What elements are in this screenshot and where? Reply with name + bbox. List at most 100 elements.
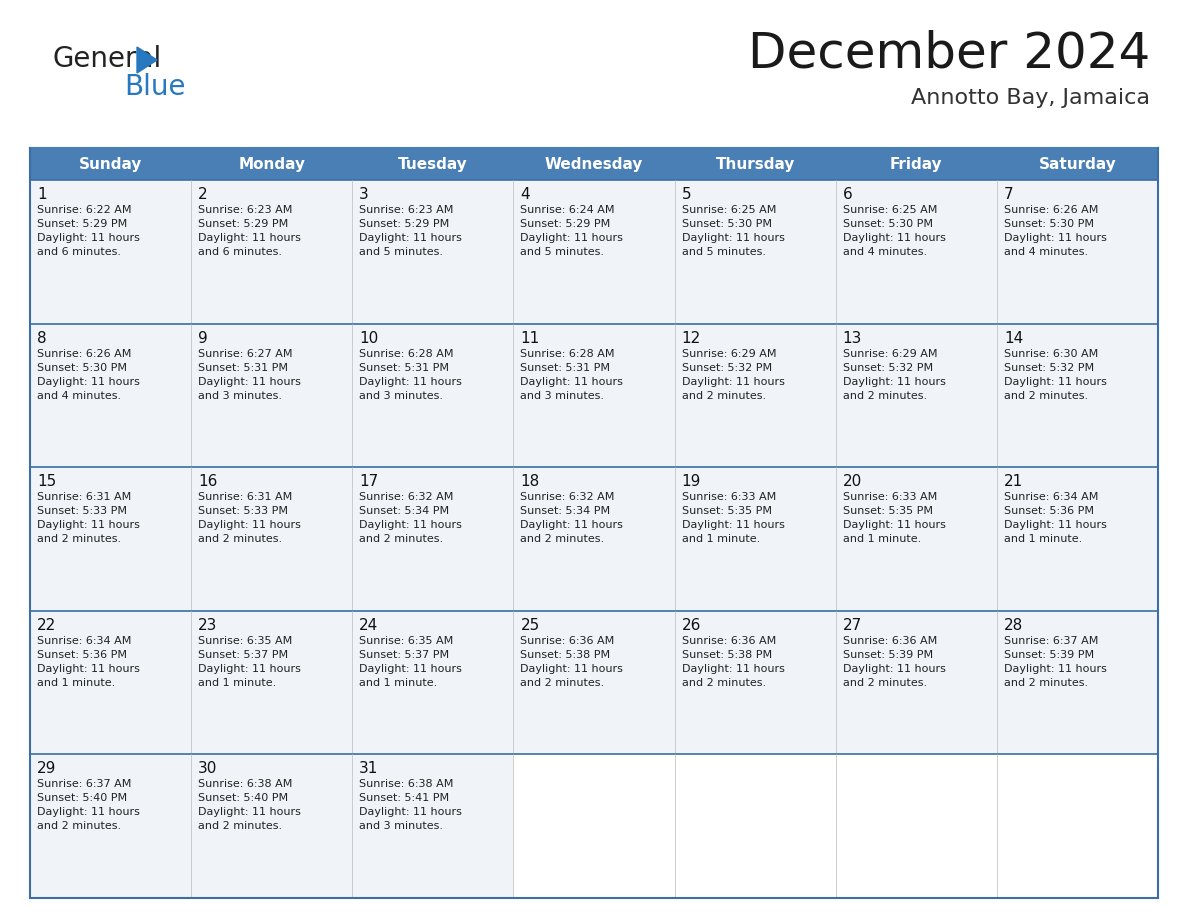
Text: Sunset: 5:41 PM: Sunset: 5:41 PM: [359, 793, 449, 803]
Text: 17: 17: [359, 475, 379, 489]
Bar: [675, 610, 835, 755]
Text: 21: 21: [1004, 475, 1023, 489]
Text: Sunrise: 6:35 AM: Sunrise: 6:35 AM: [198, 636, 292, 645]
Text: and 2 minutes.: and 2 minutes.: [682, 390, 766, 400]
Bar: [835, 610, 997, 755]
Bar: [30, 610, 191, 755]
Bar: [353, 610, 513, 755]
Text: Sunset: 5:29 PM: Sunset: 5:29 PM: [520, 219, 611, 229]
Text: 6: 6: [842, 187, 853, 202]
Text: 19: 19: [682, 475, 701, 489]
Text: Sunset: 5:37 PM: Sunset: 5:37 PM: [198, 650, 289, 660]
Text: Sunset: 5:32 PM: Sunset: 5:32 PM: [682, 363, 772, 373]
Text: 18: 18: [520, 475, 539, 489]
Text: 15: 15: [37, 475, 56, 489]
Text: Sunset: 5:39 PM: Sunset: 5:39 PM: [842, 650, 933, 660]
Text: December 2024: December 2024: [747, 30, 1150, 78]
Text: Daylight: 11 hours: Daylight: 11 hours: [37, 521, 140, 531]
Text: 9: 9: [198, 330, 208, 345]
Text: and 2 minutes.: and 2 minutes.: [842, 677, 927, 688]
Text: Friday: Friday: [890, 156, 942, 172]
Text: and 2 minutes.: and 2 minutes.: [520, 534, 605, 544]
Text: Sunrise: 6:34 AM: Sunrise: 6:34 AM: [1004, 492, 1098, 502]
Text: 3: 3: [359, 187, 369, 202]
Text: and 3 minutes.: and 3 minutes.: [198, 390, 282, 400]
Text: 29: 29: [37, 761, 56, 777]
Text: and 6 minutes.: and 6 minutes.: [37, 247, 121, 257]
Text: Wednesday: Wednesday: [545, 156, 643, 172]
Text: Daylight: 11 hours: Daylight: 11 hours: [520, 664, 624, 674]
Text: Daylight: 11 hours: Daylight: 11 hours: [842, 664, 946, 674]
Text: Sunset: 5:31 PM: Sunset: 5:31 PM: [198, 363, 289, 373]
Text: and 1 minute.: and 1 minute.: [1004, 534, 1082, 544]
Text: Sunset: 5:29 PM: Sunset: 5:29 PM: [37, 219, 127, 229]
Text: Sunset: 5:31 PM: Sunset: 5:31 PM: [520, 363, 611, 373]
Text: Daylight: 11 hours: Daylight: 11 hours: [1004, 664, 1107, 674]
Text: 31: 31: [359, 761, 379, 777]
Text: Sunset: 5:30 PM: Sunset: 5:30 PM: [1004, 219, 1094, 229]
Text: Sunrise: 6:32 AM: Sunrise: 6:32 AM: [520, 492, 615, 502]
Text: Daylight: 11 hours: Daylight: 11 hours: [198, 664, 301, 674]
Text: Sunset: 5:30 PM: Sunset: 5:30 PM: [37, 363, 127, 373]
Bar: [997, 755, 1158, 898]
Text: Sunrise: 6:29 AM: Sunrise: 6:29 AM: [682, 349, 776, 359]
Bar: [513, 180, 675, 324]
Text: Daylight: 11 hours: Daylight: 11 hours: [842, 521, 946, 531]
Bar: [997, 755, 1158, 898]
Text: and 2 minutes.: and 2 minutes.: [1004, 677, 1088, 688]
Text: Daylight: 11 hours: Daylight: 11 hours: [37, 664, 140, 674]
Text: Daylight: 11 hours: Daylight: 11 hours: [682, 521, 784, 531]
Bar: [835, 467, 997, 610]
Text: Sunset: 5:40 PM: Sunset: 5:40 PM: [198, 793, 289, 803]
Bar: [191, 610, 353, 755]
Text: Sunset: 5:40 PM: Sunset: 5:40 PM: [37, 793, 127, 803]
Text: Sunset: 5:32 PM: Sunset: 5:32 PM: [1004, 363, 1094, 373]
Text: and 1 minute.: and 1 minute.: [37, 677, 115, 688]
Text: and 6 minutes.: and 6 minutes.: [198, 247, 282, 257]
Text: 11: 11: [520, 330, 539, 345]
Text: 4: 4: [520, 187, 530, 202]
Text: Sunrise: 6:27 AM: Sunrise: 6:27 AM: [198, 349, 292, 359]
Text: Sunset: 5:34 PM: Sunset: 5:34 PM: [359, 506, 449, 516]
Text: Daylight: 11 hours: Daylight: 11 hours: [37, 376, 140, 386]
Text: Sunrise: 6:36 AM: Sunrise: 6:36 AM: [520, 636, 614, 645]
Bar: [30, 180, 191, 324]
Text: and 5 minutes.: and 5 minutes.: [359, 247, 443, 257]
Text: 30: 30: [198, 761, 217, 777]
Text: Sunrise: 6:33 AM: Sunrise: 6:33 AM: [842, 492, 937, 502]
Text: and 5 minutes.: and 5 minutes.: [682, 247, 765, 257]
Text: Daylight: 11 hours: Daylight: 11 hours: [198, 233, 301, 243]
Text: Blue: Blue: [124, 73, 185, 101]
Text: 7: 7: [1004, 187, 1013, 202]
Text: Sunrise: 6:31 AM: Sunrise: 6:31 AM: [37, 492, 131, 502]
Text: and 4 minutes.: and 4 minutes.: [842, 247, 927, 257]
Text: Daylight: 11 hours: Daylight: 11 hours: [682, 664, 784, 674]
Text: and 2 minutes.: and 2 minutes.: [198, 822, 283, 832]
Bar: [835, 755, 997, 898]
Text: Daylight: 11 hours: Daylight: 11 hours: [682, 233, 784, 243]
Text: 10: 10: [359, 330, 379, 345]
Text: Annotto Bay, Jamaica: Annotto Bay, Jamaica: [911, 88, 1150, 108]
Text: Sunset: 5:35 PM: Sunset: 5:35 PM: [682, 506, 771, 516]
Text: Daylight: 11 hours: Daylight: 11 hours: [359, 664, 462, 674]
Text: 12: 12: [682, 330, 701, 345]
Bar: [513, 610, 675, 755]
Text: Sunrise: 6:30 AM: Sunrise: 6:30 AM: [1004, 349, 1098, 359]
Text: and 2 minutes.: and 2 minutes.: [682, 677, 766, 688]
Text: 2: 2: [198, 187, 208, 202]
Text: Daylight: 11 hours: Daylight: 11 hours: [520, 376, 624, 386]
Text: Daylight: 11 hours: Daylight: 11 hours: [37, 808, 140, 817]
Bar: [835, 180, 997, 324]
Bar: [353, 180, 513, 324]
Text: Sunrise: 6:33 AM: Sunrise: 6:33 AM: [682, 492, 776, 502]
Text: Sunrise: 6:32 AM: Sunrise: 6:32 AM: [359, 492, 454, 502]
Text: Sunrise: 6:28 AM: Sunrise: 6:28 AM: [359, 349, 454, 359]
Text: and 3 minutes.: and 3 minutes.: [359, 390, 443, 400]
Text: Sunset: 5:34 PM: Sunset: 5:34 PM: [520, 506, 611, 516]
Text: Sunset: 5:37 PM: Sunset: 5:37 PM: [359, 650, 449, 660]
Text: Sunset: 5:31 PM: Sunset: 5:31 PM: [359, 363, 449, 373]
Bar: [835, 755, 997, 898]
Text: and 4 minutes.: and 4 minutes.: [37, 390, 121, 400]
Text: Thursday: Thursday: [715, 156, 795, 172]
Text: 16: 16: [198, 475, 217, 489]
